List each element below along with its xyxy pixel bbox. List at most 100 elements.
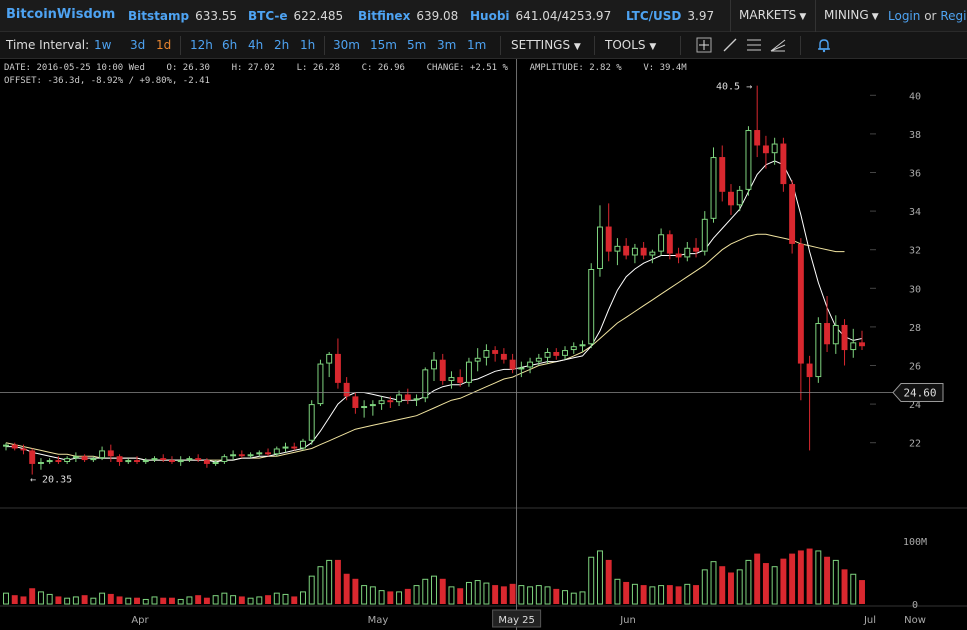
mining-menu[interactable]: MINING ▼ [815, 0, 887, 32]
candle-body [247, 454, 254, 457]
ticker-bitfinex[interactable]: Bitfinex 639.08 [358, 9, 459, 23]
volume-bar [3, 592, 9, 605]
interval-12h[interactable]: 12h [190, 38, 213, 52]
volume-bar [509, 583, 516, 604]
candle-body [361, 406, 368, 409]
markets-menu[interactable]: MARKETS ▼ [730, 0, 814, 32]
alert-bell-icon[interactable] [814, 36, 834, 54]
interval-1d[interactable]: 1d [156, 38, 172, 52]
fan-draw-icon[interactable] [768, 36, 788, 54]
interval-1w[interactable]: 1w [94, 38, 112, 52]
candle-body [518, 367, 525, 370]
volume-bar [562, 590, 568, 605]
volume-bar [518, 585, 525, 605]
ohlc-info-line: DATE: 2016-05-25 10:00 Wed O: 26.30 H: 2… [4, 63, 687, 73]
candle-body [448, 377, 455, 381]
interval-6h[interactable]: 6h [222, 38, 238, 52]
x-tick-label: May [368, 615, 389, 626]
ticker-btce[interactable]: BTC-e 622.485 [248, 9, 344, 23]
volume-tick-label: 100M [903, 537, 927, 548]
interval-2h[interactable]: 2h [274, 38, 290, 52]
settings-menu[interactable]: SETTINGS ▼ [511, 38, 581, 52]
offset-info-line: OFFSET: -36.3d, -8.92% / +9.80%, -2.41 [4, 76, 210, 86]
chart-toolbar: Time Interval: 1w 3d 1d 12h 6h 4h 2h 1h … [0, 32, 967, 59]
x-tick-label: Jun [619, 615, 636, 626]
horizontal-lines-icon[interactable] [744, 36, 764, 54]
volume-bar [806, 548, 813, 604]
candle-body [527, 361, 534, 368]
candle-body [745, 130, 752, 190]
y-tick-label: 34 [909, 207, 921, 218]
candle-body [797, 243, 804, 364]
volume-bar [710, 561, 717, 605]
candle-body [623, 245, 630, 256]
volume-bar [247, 597, 254, 605]
candle-body [413, 398, 420, 401]
tools-menu[interactable]: TOOLS ▼ [605, 38, 657, 52]
interval-30m[interactable]: 30m [333, 38, 360, 52]
candle-body [422, 369, 429, 399]
interval-3d[interactable]: 3d [130, 38, 146, 52]
interval-4h[interactable]: 4h [248, 38, 264, 52]
candle-body [64, 458, 71, 463]
line-draw-icon[interactable] [720, 36, 740, 54]
volume-bar [719, 566, 726, 604]
volume-bar [273, 592, 280, 605]
candle-body [614, 245, 621, 252]
candle-body [256, 452, 263, 455]
candle-body [81, 456, 88, 461]
login-link[interactable]: Login [888, 9, 921, 23]
price-chart[interactable]: 22 24 26 28 30 32 34 36 38 40 100M 0 24.60 40.5 → ← 20… [0, 59, 967, 630]
candle-body [230, 454, 237, 457]
candle-body [37, 462, 44, 464]
candle-body [212, 462, 219, 464]
volume-bar [168, 597, 175, 604]
candle-body [666, 234, 673, 254]
volume-bar [465, 581, 472, 605]
interval-15m[interactable]: 15m [370, 38, 397, 52]
chevron-down-icon: ▼ [573, 42, 581, 52]
candle-body [431, 359, 437, 370]
candle-body [238, 454, 245, 457]
interval-1h[interactable]: 1h [300, 38, 316, 52]
volume-bar [413, 585, 420, 605]
top-bar: BitcoinWisdom Bitstamp 633.55 BTC-e 622.48… [0, 0, 967, 32]
candle-body [134, 460, 140, 462]
chevron-down-icon: ▼ [649, 42, 657, 52]
volume-bar [37, 591, 44, 605]
high-marker-label: 40.5 → [716, 82, 752, 93]
volume-bar [361, 585, 368, 605]
candle-body [168, 460, 175, 462]
volume-bar [20, 596, 27, 604]
candle-body [544, 351, 551, 358]
y-tick-label: 28 [909, 323, 921, 334]
candle-body [151, 458, 158, 461]
site-logo[interactable]: BitcoinWisdom [6, 7, 116, 22]
candle-body [859, 342, 865, 347]
volume-bar [151, 596, 158, 605]
volume-bar [771, 566, 778, 605]
interval-1m[interactable]: 1m [467, 38, 487, 52]
interval-3m[interactable]: 3m [437, 38, 457, 52]
ticker-huobi[interactable]: Huobi 641.04/4253.97 [470, 9, 612, 23]
chart-canvas[interactable]: 22 24 26 28 30 32 34 36 38 40 100M 0 24.60 40.5 → ← 20… [0, 59, 967, 630]
volume-bar [658, 585, 665, 605]
candle-body [483, 350, 490, 358]
crosshair-icon[interactable] [694, 36, 714, 54]
candle-body [160, 458, 167, 461]
ticker-ltcusd[interactable]: LTC/USD 3.97 [626, 9, 715, 23]
candle-body [291, 446, 298, 449]
candle-body [125, 460, 132, 463]
volume-bar [11, 595, 18, 604]
candle-body [710, 157, 717, 219]
register-link[interactable]: Regis [940, 9, 967, 23]
volume-bar [448, 586, 455, 605]
volume-bar [81, 595, 88, 604]
volume-bar [125, 597, 132, 605]
candle-body [562, 350, 568, 356]
interval-5m[interactable]: 5m [407, 38, 427, 52]
candle-body [736, 189, 743, 206]
ticker-bitstamp[interactable]: Bitstamp 633.55 [128, 9, 238, 23]
candle-body [273, 448, 280, 455]
volume-bar [745, 559, 752, 605]
